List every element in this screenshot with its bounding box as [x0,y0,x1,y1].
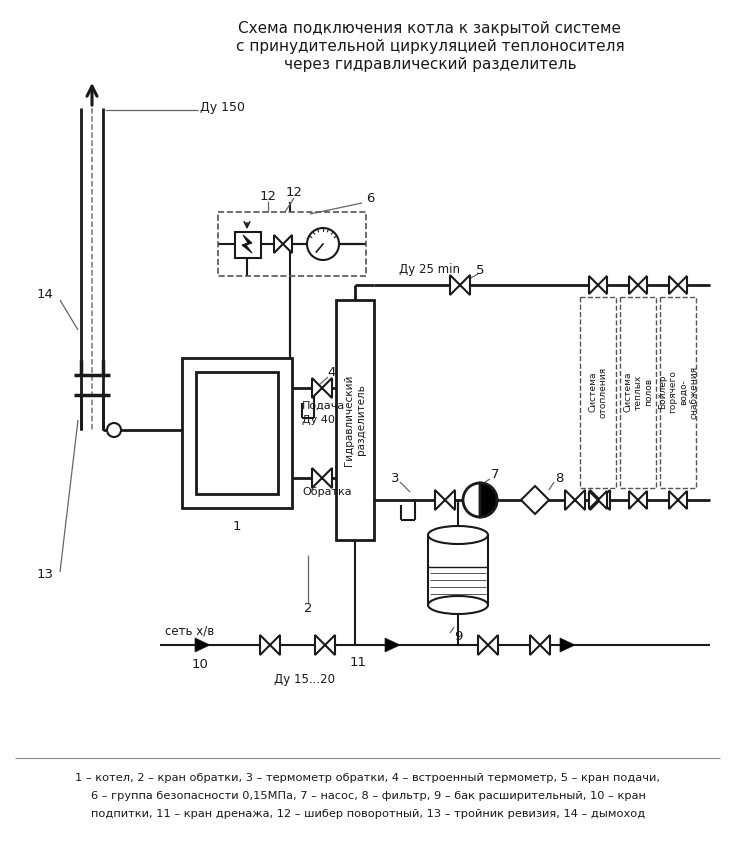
Text: Обратка: Обратка [302,487,351,497]
Text: 5: 5 [476,264,484,277]
Text: Ду 15...20: Ду 15...20 [274,673,335,685]
Polygon shape [629,491,638,509]
Polygon shape [600,490,610,510]
Bar [196,372,278,494]
Polygon shape [322,378,332,398]
Text: 12: 12 [285,186,303,200]
Polygon shape [435,490,445,510]
Bar [235,232,261,258]
Polygon shape [589,276,598,294]
Polygon shape [274,235,283,253]
Text: 6: 6 [366,191,374,205]
Ellipse shape [428,526,488,544]
Polygon shape [540,635,550,655]
Polygon shape [312,378,322,398]
Polygon shape [315,635,325,655]
Polygon shape [590,490,600,510]
Polygon shape [325,635,335,655]
Text: сеть х/в: сеть х/в [165,625,215,637]
Polygon shape [638,276,647,294]
Polygon shape [283,235,292,253]
Text: 7: 7 [491,469,499,481]
Text: 4: 4 [328,367,336,379]
Text: Ду 40: Ду 40 [302,415,335,425]
Text: 3: 3 [391,471,399,485]
Text: 1: 1 [233,519,241,533]
Polygon shape [242,235,252,253]
Polygon shape [678,276,687,294]
Polygon shape [598,276,607,294]
Bar [336,300,374,540]
Text: с принудительной циркуляцией теплоносителя: с принудительной циркуляцией теплоносите… [236,39,624,53]
Text: 14: 14 [37,288,54,302]
Text: 13: 13 [37,568,54,582]
Polygon shape [460,275,470,295]
Text: 6 – группа безопасности 0,15МПа, 7 – насос, 8 – фильтр, 9 – бак расширительный, : 6 – группа безопасности 0,15МПа, 7 – нас… [90,791,645,801]
Polygon shape [575,490,585,510]
Polygon shape [629,276,638,294]
Text: Гидравлический
разделитель: Гидравлический разделитель [344,374,366,465]
Bar [620,297,656,488]
Circle shape [463,483,497,517]
Polygon shape [385,638,400,652]
Text: 12: 12 [259,190,276,202]
Polygon shape [270,635,280,655]
Text: Система
отопления: Система отопления [588,367,608,417]
Bar [218,212,366,276]
Text: Ду 150: Ду 150 [200,101,245,115]
Polygon shape [565,490,575,510]
Text: 1 – котел, 2 – кран обратки, 3 – термометр обратки, 4 – встроенный термометр, 5 : 1 – котел, 2 – кран обратки, 3 – термоме… [76,773,661,783]
Polygon shape [195,638,210,652]
Polygon shape [598,491,607,509]
Ellipse shape [428,596,488,614]
Bar [182,358,292,508]
Text: Система
теплых
полов: Система теплых полов [623,372,653,412]
Bar [660,297,696,488]
Circle shape [307,228,339,260]
Polygon shape [488,635,498,655]
Polygon shape [450,275,460,295]
Polygon shape [560,638,575,652]
Polygon shape [480,483,497,517]
Text: Бойлер
горячего
водо-
снабжения: Бойлер горячего водо- снабжения [658,365,698,419]
Polygon shape [445,490,455,510]
Bar [580,297,616,488]
Polygon shape [521,486,549,514]
Text: через гидравлический разделитель: через гидравлический разделитель [284,56,576,72]
Polygon shape [589,491,598,509]
Polygon shape [260,635,270,655]
Polygon shape [530,635,540,655]
Text: Схема подключения котла к закрытой системе: Схема подключения котла к закрытой систе… [238,20,622,35]
Polygon shape [669,491,678,509]
Text: 9: 9 [453,631,462,643]
Text: подпитки, 11 – кран дренажа, 12 – шибер поворотный, 13 – тройник ревизия, 14 – д: подпитки, 11 – кран дренажа, 12 – шибер … [91,809,645,819]
Polygon shape [478,635,488,655]
Polygon shape [638,491,647,509]
Text: Ду 25 min: Ду 25 min [400,264,461,277]
Text: Подача: Подача [302,401,345,411]
Text: 11: 11 [350,657,367,669]
Text: 2: 2 [304,602,312,615]
Polygon shape [322,468,332,488]
Polygon shape [669,276,678,294]
Circle shape [107,423,121,437]
Text: 8: 8 [555,471,563,485]
Polygon shape [312,468,322,488]
Polygon shape [678,491,687,509]
Text: 10: 10 [192,658,209,672]
